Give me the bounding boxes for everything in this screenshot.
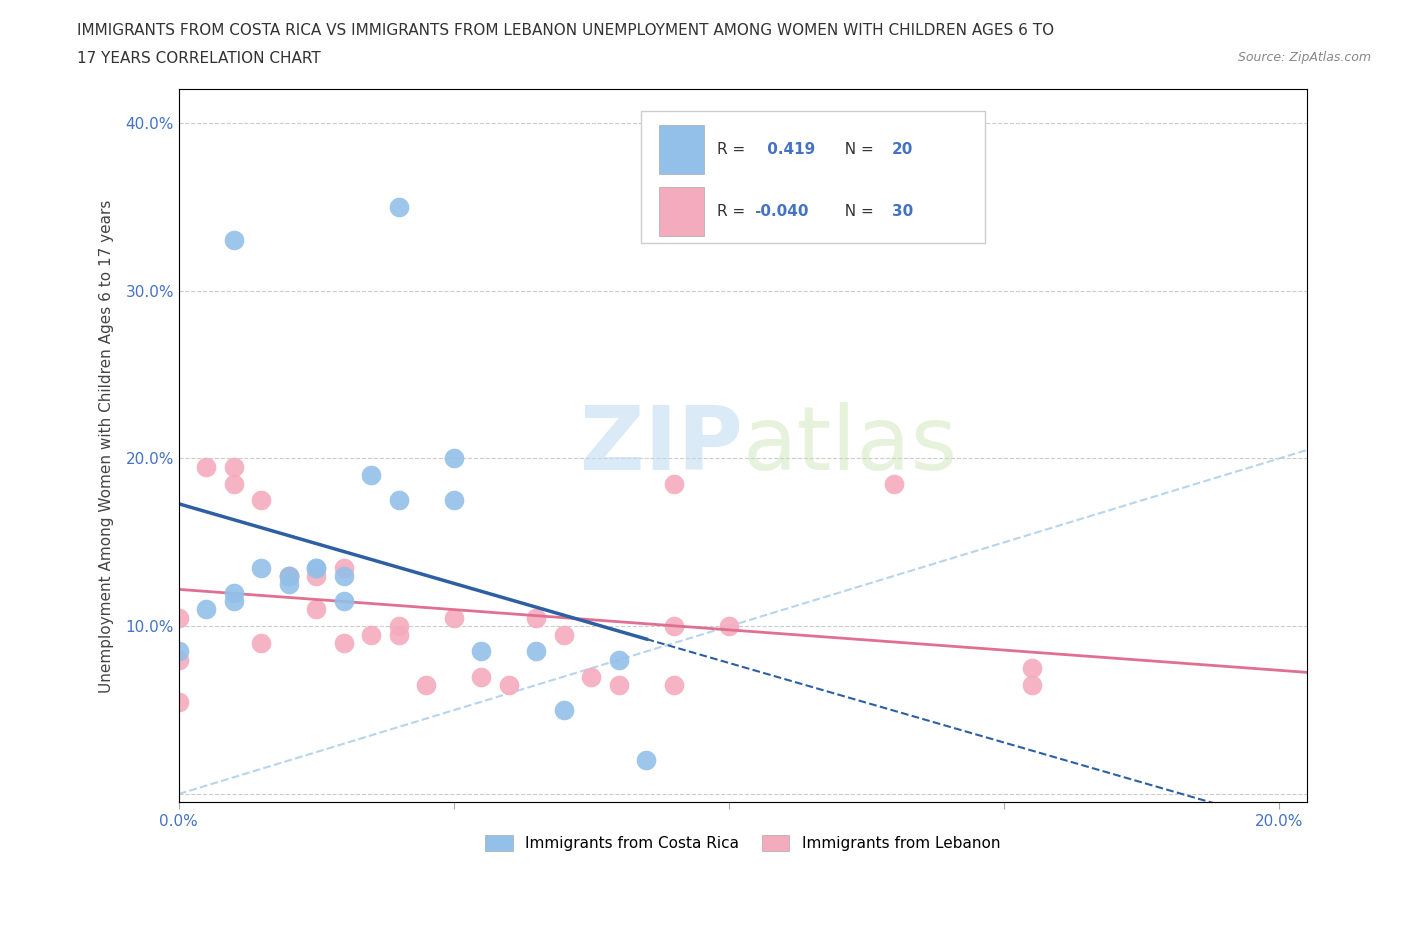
Point <box>607 678 630 693</box>
Text: Source: ZipAtlas.com: Source: ZipAtlas.com <box>1237 51 1371 64</box>
Point <box>360 627 382 642</box>
Point <box>167 695 190 710</box>
Text: IMMIGRANTS FROM COSTA RICA VS IMMIGRANTS FROM LEBANON UNEMPLOYMENT AMONG WOMEN W: IMMIGRANTS FROM COSTA RICA VS IMMIGRANTS… <box>77 23 1054 38</box>
Point <box>388 627 411 642</box>
Point <box>250 635 273 650</box>
Point <box>443 493 465 508</box>
Point <box>526 610 548 625</box>
Point <box>305 560 328 575</box>
Point <box>250 560 273 575</box>
Point <box>526 644 548 658</box>
Text: ZIP: ZIP <box>581 403 742 489</box>
Point <box>222 585 245 600</box>
Point <box>222 232 245 247</box>
Point <box>717 618 740 633</box>
Point <box>1021 660 1043 675</box>
Point <box>222 476 245 491</box>
Legend: Immigrants from Costa Rica, Immigrants from Lebanon: Immigrants from Costa Rica, Immigrants f… <box>478 828 1008 859</box>
FancyBboxPatch shape <box>659 125 704 174</box>
Text: 0.419: 0.419 <box>762 141 815 157</box>
FancyBboxPatch shape <box>659 187 704 236</box>
Point <box>415 678 437 693</box>
Point <box>662 476 685 491</box>
Text: 20: 20 <box>891 141 912 157</box>
Point <box>222 459 245 474</box>
Point <box>167 652 190 667</box>
Point <box>607 652 630 667</box>
Point <box>662 618 685 633</box>
Text: N =: N = <box>835 205 879 219</box>
Point <box>388 618 411 633</box>
Text: 30: 30 <box>891 205 912 219</box>
Point <box>662 678 685 693</box>
Point <box>360 468 382 483</box>
Point <box>333 635 356 650</box>
Point <box>167 610 190 625</box>
Point <box>883 476 905 491</box>
Text: -0.040: -0.040 <box>754 205 808 219</box>
Point <box>388 199 411 214</box>
Point <box>167 644 190 658</box>
Point <box>553 703 575 718</box>
Text: R =: R = <box>717 205 749 219</box>
Point <box>443 610 465 625</box>
Text: 17 YEARS CORRELATION CHART: 17 YEARS CORRELATION CHART <box>77 51 321 66</box>
Point <box>333 593 356 608</box>
Point <box>581 669 603 684</box>
Point <box>195 602 218 617</box>
Point <box>498 678 520 693</box>
Point <box>333 568 356 583</box>
Point <box>553 627 575 642</box>
Point <box>277 577 299 591</box>
Point <box>1021 678 1043 693</box>
Point <box>470 669 492 684</box>
Point <box>305 568 328 583</box>
Point <box>277 568 299 583</box>
FancyBboxPatch shape <box>641 111 986 243</box>
Point <box>305 602 328 617</box>
Point <box>636 753 658 768</box>
Point <box>277 568 299 583</box>
Point <box>305 560 328 575</box>
Point <box>277 568 299 583</box>
Text: atlas: atlas <box>742 403 957 489</box>
Point <box>470 644 492 658</box>
Point <box>250 493 273 508</box>
Text: N =: N = <box>835 141 879 157</box>
Y-axis label: Unemployment Among Women with Children Ages 6 to 17 years: Unemployment Among Women with Children A… <box>100 199 114 693</box>
Point <box>443 451 465 466</box>
Point <box>333 560 356 575</box>
Text: R =: R = <box>717 141 749 157</box>
Point <box>222 593 245 608</box>
Point <box>195 459 218 474</box>
Point <box>388 493 411 508</box>
